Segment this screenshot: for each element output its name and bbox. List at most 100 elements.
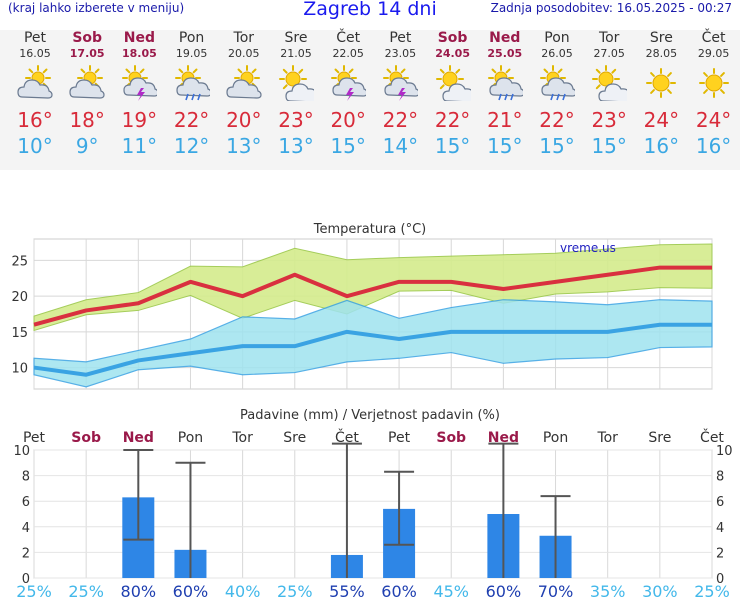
sun-icon bbox=[698, 68, 729, 98]
precip-day-label: Ned bbox=[123, 430, 154, 446]
day-column[interactable]: Pet 16.05 16° 10° bbox=[9, 30, 61, 159]
precip-probability: 25% bbox=[68, 582, 104, 600]
day-name: Ned bbox=[489, 30, 521, 46]
day-date: 25.05 bbox=[487, 47, 523, 60]
day-name: Sob bbox=[437, 30, 468, 46]
precip-probability: 25% bbox=[694, 582, 730, 600]
sun-storm-icon bbox=[331, 65, 367, 101]
temp-chart-title: Temperatura (°C) bbox=[313, 222, 426, 237]
precip-day-label: Čet bbox=[700, 428, 724, 446]
day-date: 24.05 bbox=[435, 47, 470, 60]
precip-tick-label-left: 0 bbox=[22, 572, 30, 587]
day-column[interactable]: Pon 26.05 22° 15° bbox=[531, 30, 583, 159]
day-name: Čet bbox=[336, 30, 361, 46]
temp-tick-label: 25 bbox=[11, 254, 28, 269]
day-column[interactable]: Pon 19.05 22° 12° bbox=[166, 30, 218, 159]
max-temp-line bbox=[33, 265, 712, 327]
temp-max: 22° bbox=[173, 108, 210, 132]
precip-day-label: Sob bbox=[436, 430, 466, 446]
location-hint[interactable]: (kraj lahko izberete v meniju) bbox=[8, 1, 185, 15]
precip-tick-label-left: 2 bbox=[22, 546, 30, 561]
temp-max: 22° bbox=[382, 108, 419, 132]
temp-max: 24° bbox=[643, 108, 680, 132]
temp-min: 15° bbox=[591, 134, 627, 158]
precip-probability: 45% bbox=[433, 582, 469, 600]
precip-probability: 25% bbox=[277, 582, 313, 600]
watermark-label: vreme.us bbox=[560, 241, 616, 255]
sun-cloud-icon bbox=[279, 65, 314, 101]
day-name: Sre bbox=[649, 30, 673, 46]
day-date: 22.05 bbox=[332, 47, 364, 60]
temp-min: 15° bbox=[434, 134, 471, 158]
day-name: Ned bbox=[123, 30, 155, 46]
temp-max: 16° bbox=[17, 108, 53, 132]
page-title: Zagreb 14 dni bbox=[303, 0, 437, 20]
precip-probability: 30% bbox=[642, 582, 678, 600]
last-update: Zadnja posodobitev: 16.05.2025 - 00:27 bbox=[490, 1, 732, 15]
sun-cloud-icon bbox=[435, 65, 471, 101]
day-name: Pet bbox=[23, 30, 47, 46]
precip-probability: 40% bbox=[225, 582, 261, 600]
day-date: 29.05 bbox=[697, 47, 730, 60]
precip-day-label: Tor bbox=[596, 430, 618, 446]
precip-tick-label-right: 6 bbox=[716, 495, 724, 510]
day-column[interactable]: Sob 17.05 18° 9° bbox=[61, 30, 113, 159]
precip-probability: 60% bbox=[381, 582, 417, 600]
day-name: Sre bbox=[284, 30, 308, 46]
temp-max: 20° bbox=[330, 108, 366, 132]
temp-max: 22° bbox=[434, 108, 471, 132]
precip-tick-label-right: 2 bbox=[716, 546, 724, 561]
day-column[interactable]: Sob 24.05 22° 15° bbox=[427, 30, 479, 159]
day-column[interactable]: Pet 23.05 22° 14° bbox=[374, 30, 426, 159]
precip-tick-label-left: 8 bbox=[22, 470, 30, 485]
sun-rain-icon bbox=[540, 65, 575, 101]
day-name: Pet bbox=[389, 30, 412, 46]
precip-tick-label-right: 0 bbox=[716, 572, 724, 587]
day-column[interactable]: Sre 28.05 24° 16° bbox=[635, 30, 687, 159]
header: (kraj lahko izberete v meniju) Zagreb 14… bbox=[0, 0, 740, 22]
temp-max: 24° bbox=[695, 108, 732, 132]
temp-max: 20° bbox=[226, 108, 262, 132]
temp-tick-label: 15 bbox=[11, 326, 28, 341]
day-date: 19.05 bbox=[175, 47, 208, 60]
min-temp-line bbox=[33, 322, 712, 377]
precip-probability: 70% bbox=[538, 582, 574, 600]
sun-storm-icon bbox=[122, 65, 158, 101]
day-column[interactable]: Tor 27.05 23° 15° bbox=[583, 30, 635, 159]
precip-probability: 80% bbox=[121, 582, 157, 600]
day-date: 16.05 bbox=[19, 47, 51, 60]
day-date: 28.05 bbox=[645, 47, 678, 60]
precip-day-label: Pon bbox=[178, 430, 203, 446]
temp-min: 15° bbox=[330, 134, 366, 158]
precip-day-label: Čet bbox=[335, 428, 359, 446]
cloud-sun-icon bbox=[69, 65, 105, 99]
temp-tick-label: 10 bbox=[11, 362, 28, 377]
min-temp-band bbox=[33, 299, 713, 388]
precip-tick-label-left: 4 bbox=[22, 521, 30, 536]
temp-min: 15° bbox=[487, 134, 523, 158]
precip-probability: 60% bbox=[486, 582, 522, 600]
precip-tick-label-left: 6 bbox=[22, 495, 30, 510]
day-date: 17.05 bbox=[69, 47, 105, 60]
day-column[interactable]: Sre 21.05 23° 13° bbox=[270, 30, 322, 159]
sun-rain-icon bbox=[487, 65, 523, 101]
day-column[interactable]: Čet 29.05 24° 16° bbox=[688, 30, 740, 159]
day-date: 27.05 bbox=[593, 47, 625, 60]
day-name: Čet bbox=[701, 30, 726, 46]
precip-day-label: Pon bbox=[543, 430, 568, 446]
precip-day-label: Sob bbox=[71, 430, 101, 446]
day-column[interactable]: Čet 22.05 20° 15° bbox=[322, 30, 374, 159]
day-date: 20.05 bbox=[228, 47, 260, 60]
day-column[interactable]: Tor 20.05 20° 13° bbox=[218, 30, 270, 159]
temp-max: 21° bbox=[487, 108, 523, 132]
precip-probability: 35% bbox=[590, 582, 626, 600]
forecast-days: Pet 16.05 16° 10° Sob 17.05 18° 9° Ned 18.05 19° 11… bbox=[0, 30, 740, 170]
cloud-sun-icon bbox=[226, 65, 262, 99]
temp-max: 23° bbox=[591, 108, 627, 132]
precip-day-label: Pet bbox=[388, 430, 411, 446]
day-column[interactable]: Ned 18.05 19° 11° bbox=[113, 30, 165, 159]
day-column[interactable]: Ned 25.05 21° 15° bbox=[479, 30, 531, 159]
precip-day-label: Tor bbox=[231, 430, 253, 446]
temp-min: 13° bbox=[226, 134, 262, 158]
